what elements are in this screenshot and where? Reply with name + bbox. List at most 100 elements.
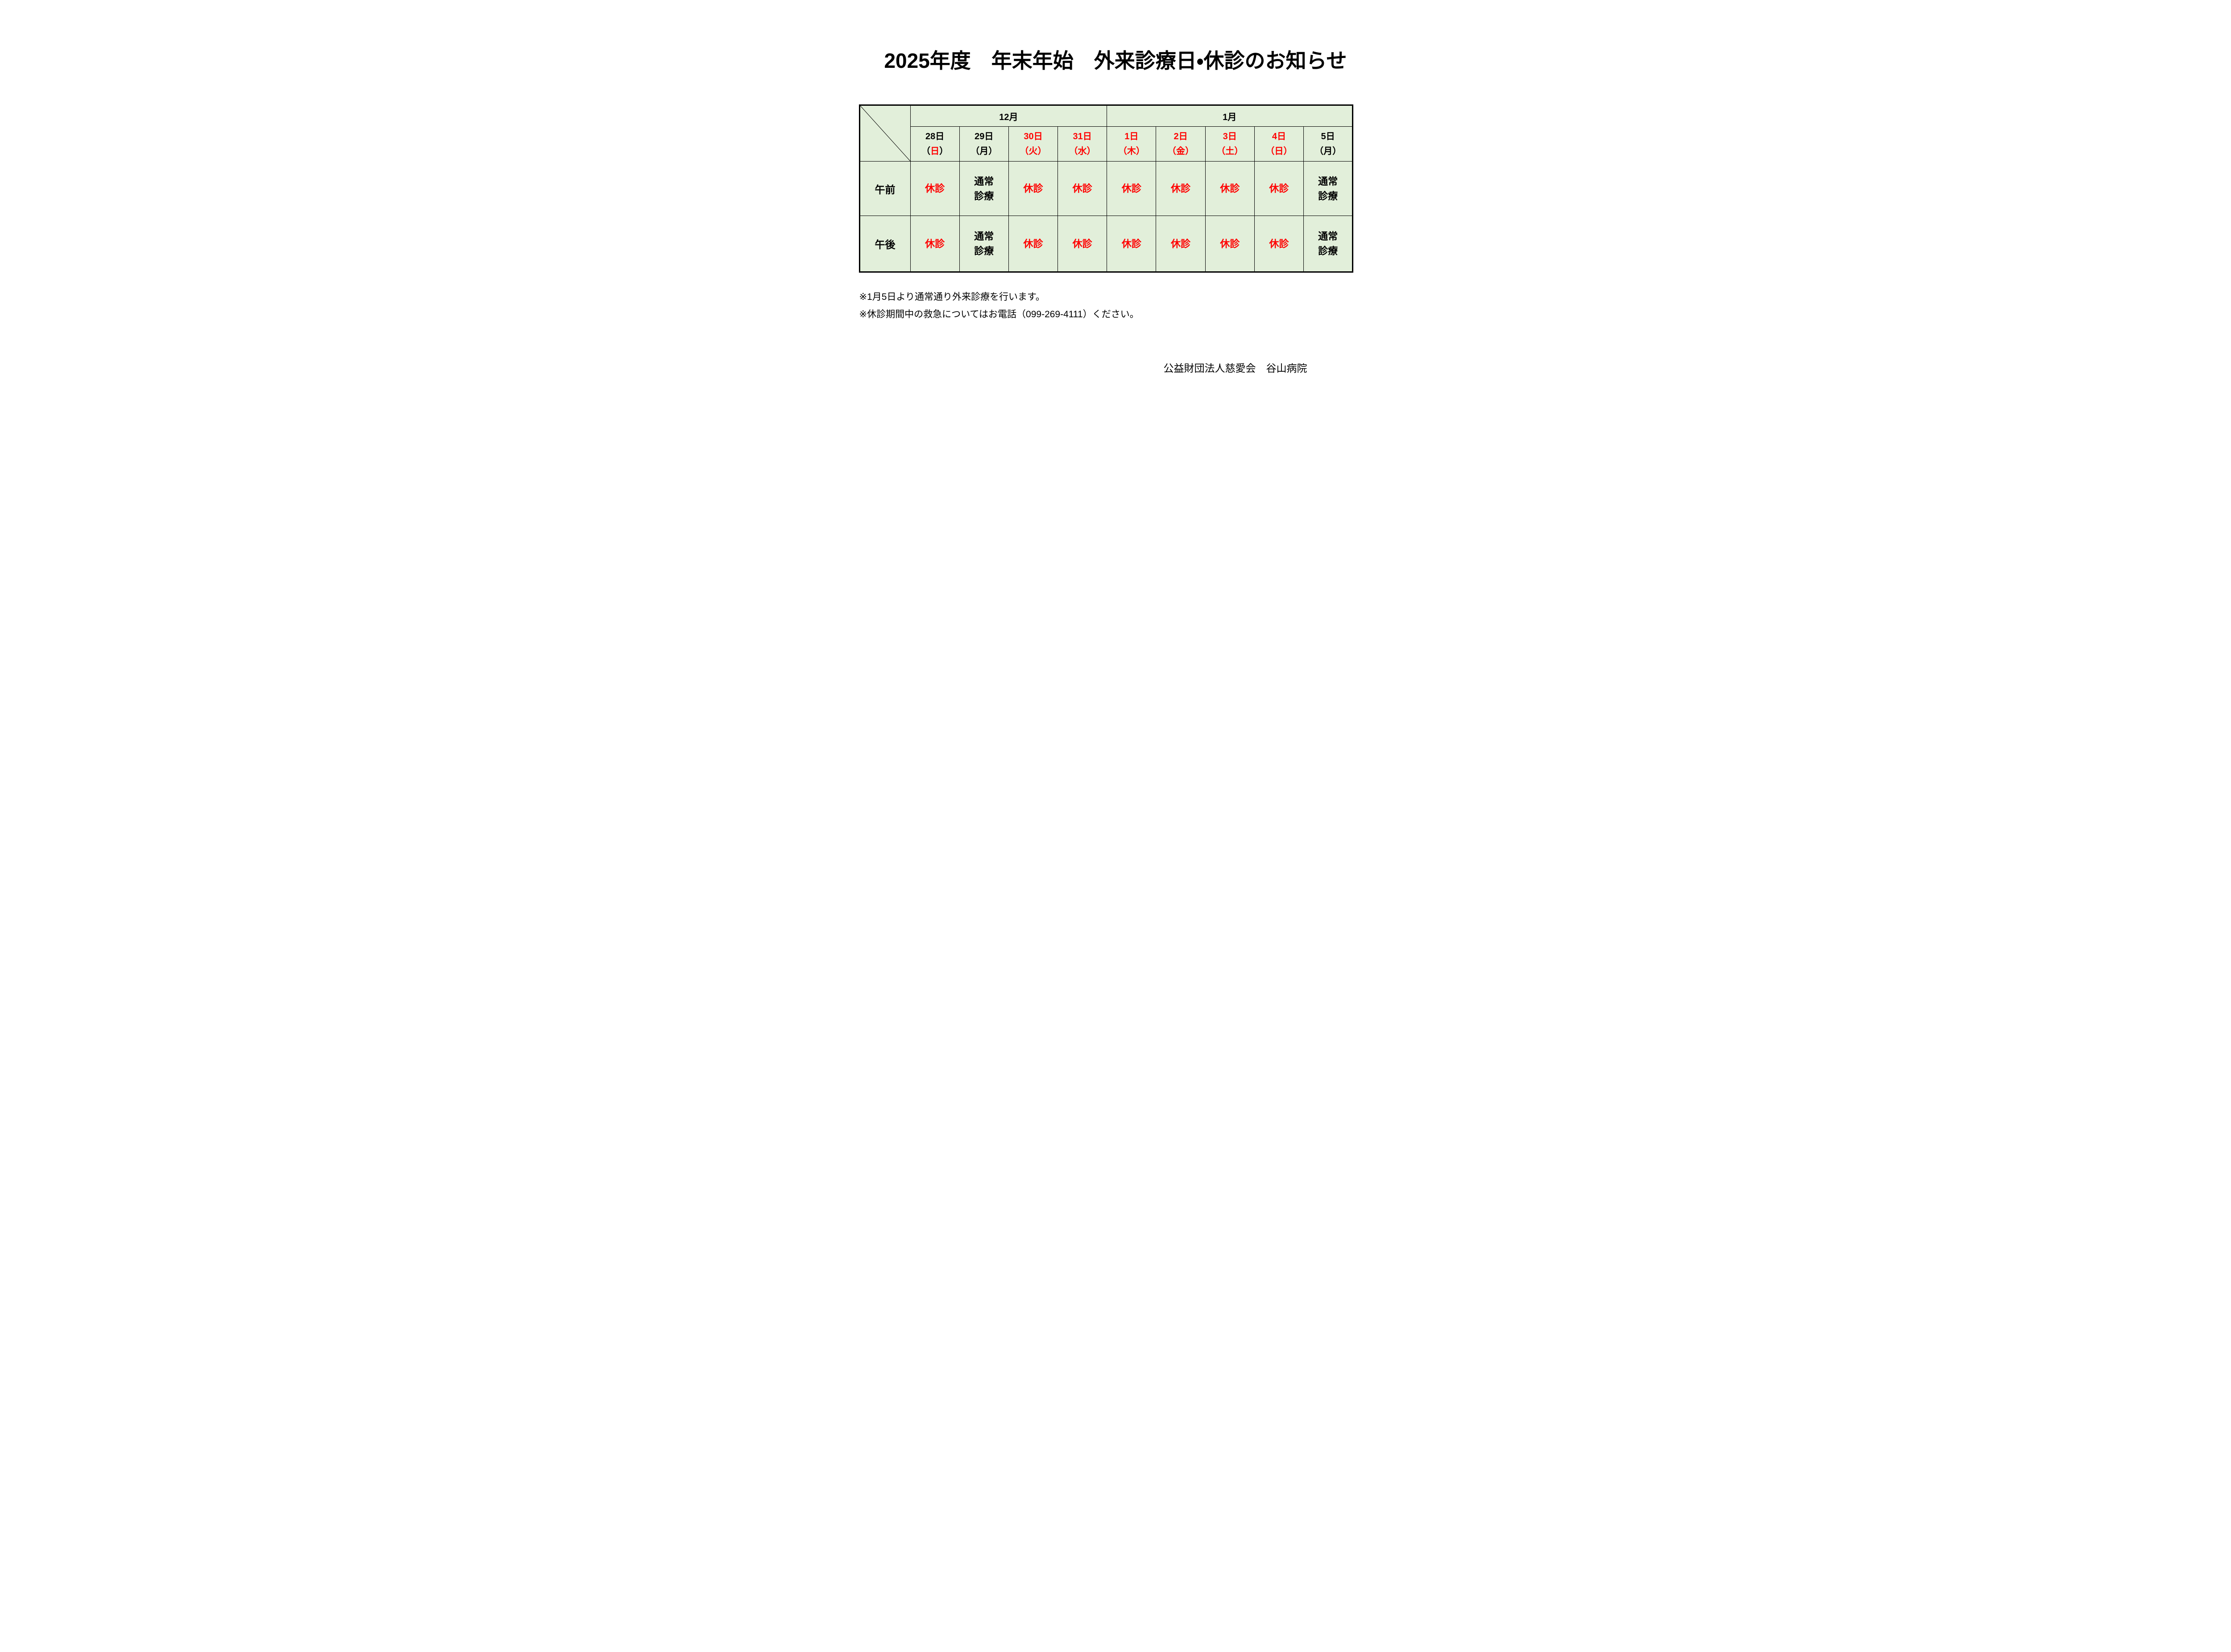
cell-am-dec29: 通常 診療: [959, 161, 1009, 216]
weekday-char: 日: [930, 146, 940, 156]
cell-text: 休診: [1023, 183, 1043, 194]
row-label-text: 午後: [875, 239, 896, 250]
date-header-dec30: 30日 （火）: [1008, 126, 1058, 162]
cell-text: 休診: [1072, 238, 1092, 249]
date-header-jan5: 5日 （月）: [1303, 126, 1353, 162]
row-label-morning: 午前: [859, 161, 911, 216]
paren-close: ）: [1136, 146, 1145, 156]
cell-am-jan1: 休診: [1107, 161, 1157, 216]
weekday-char: 土: [1225, 146, 1235, 156]
month-label: 12月: [999, 112, 1018, 122]
weekday-char: 月: [979, 146, 989, 156]
date-header-jan3: 3日 （土）: [1205, 126, 1255, 162]
paren-open: （: [970, 146, 980, 156]
paren-close: ）: [1086, 146, 1096, 156]
cell-pm-jan3: 休診: [1205, 216, 1255, 272]
note-normal-service: ※1月5日より通常通り外来診療を行います。: [859, 292, 1045, 302]
cell-am-dec30: 休診: [1008, 161, 1058, 216]
paren-open: （: [1216, 146, 1226, 156]
cell-text: 休診: [1269, 183, 1289, 194]
date-header-dec29: 29日 （月）: [959, 126, 1009, 162]
paren-open: （: [1315, 146, 1324, 156]
date-label: 31日: [1073, 131, 1092, 141]
weekday-char: 金: [1176, 146, 1186, 156]
weekday-char: 日: [1274, 146, 1284, 156]
cell-text: 休診: [1023, 238, 1043, 249]
weekday-char: 月: [1323, 146, 1333, 156]
row-label-text: 午前: [875, 183, 896, 195]
weekday-label: （火）: [1009, 144, 1057, 159]
schedule-table: 12月 1月 28日 （日） 29日 （月） 30日 （火）: [858, 104, 1354, 273]
cell-text: 診療: [1318, 245, 1338, 257]
cell-text: 診療: [1318, 190, 1338, 202]
cell-text: 通常: [974, 175, 994, 187]
cell-text: 休診: [925, 183, 945, 194]
cell-text: 休診: [925, 238, 945, 249]
diagonal-line: [860, 106, 910, 161]
paren-open: （: [1069, 146, 1078, 156]
paren-open: （: [1118, 146, 1127, 156]
weekday-label: （日）: [911, 144, 959, 159]
paren-open: （: [1265, 146, 1275, 156]
date-label: 1日: [1124, 131, 1139, 141]
date-label: 28日: [925, 131, 945, 141]
cell-am-jan2: 休診: [1156, 161, 1206, 216]
weekday-label: （金）: [1157, 144, 1205, 159]
cell-pm-dec29: 通常 診療: [959, 216, 1009, 272]
weekday-label: （土）: [1206, 144, 1254, 159]
cell-am-jan4: 休診: [1254, 161, 1304, 216]
cell-text: 休診: [1269, 238, 1289, 249]
cell-text: 通常: [1318, 231, 1338, 242]
notes-block: ※1月5日より通常通り外来診療を行います。 ※休診期間中の救急についてはお電話（…: [859, 288, 1139, 323]
weekday-label: （木）: [1107, 144, 1156, 159]
schedule-table-container: 12月 1月 28日 （日） 29日 （月） 30日 （火）: [858, 104, 1354, 273]
weekday-label: （水）: [1058, 144, 1107, 159]
cell-text: 休診: [1121, 183, 1141, 194]
cell-am-jan5: 通常 診療: [1303, 161, 1353, 216]
date-label: 2日: [1174, 131, 1188, 141]
paren-open: （: [1167, 146, 1177, 156]
cell-text: 診療: [974, 190, 994, 202]
cell-pm-dec30: 休診: [1008, 216, 1058, 272]
weekday-label: （月）: [1304, 144, 1352, 159]
date-label: 30日: [1024, 131, 1043, 141]
weekday-char: 木: [1127, 146, 1136, 156]
weekday-char: 火: [1028, 146, 1038, 156]
paren-close: ）: [1332, 146, 1342, 156]
paren-open: （: [1020, 146, 1029, 156]
paren-close: ）: [1037, 146, 1047, 156]
paren-close: ）: [1283, 146, 1293, 156]
paren-close: ）: [988, 146, 998, 156]
cell-am-dec31: 休診: [1057, 161, 1107, 216]
weekday-label: （日）: [1255, 144, 1303, 159]
cell-text: 休診: [1121, 238, 1141, 249]
month-header-december: 12月: [910, 105, 1107, 127]
corner-cell: [859, 105, 911, 162]
cell-text: 休診: [1220, 183, 1240, 194]
date-header-jan1: 1日 （木）: [1107, 126, 1157, 162]
date-header-jan2: 2日 （金）: [1156, 126, 1206, 162]
cell-pm-jan5: 通常 診療: [1303, 216, 1353, 272]
note-emergency-phone: ※休診期間中の救急についてはお電話（099-269-4111）ください。: [859, 309, 1139, 320]
cell-pm-dec28: 休診: [910, 216, 960, 272]
hospital-name: 公益財団法人慈愛会 谷山病院: [1163, 362, 1307, 374]
cell-am-dec28: 休診: [910, 161, 960, 216]
cell-text: 休診: [1171, 183, 1191, 194]
cell-text: 通常: [974, 231, 994, 242]
date-label: 4日: [1272, 131, 1286, 141]
month-label: 1月: [1223, 112, 1237, 122]
paren-close: ）: [939, 146, 949, 156]
paren-close: ）: [1185, 146, 1194, 156]
cell-text: 休診: [1072, 183, 1092, 194]
date-label: 3日: [1223, 131, 1237, 141]
cell-text: 診療: [974, 245, 994, 257]
date-label: 29日: [975, 131, 994, 141]
month-header-january: 1月: [1107, 105, 1353, 127]
cell-pm-jan4: 休診: [1254, 216, 1304, 272]
paren-close: ）: [1234, 146, 1244, 156]
cell-text: 休診: [1220, 238, 1240, 249]
cell-text: 通常: [1318, 175, 1338, 187]
date-header-jan4: 4日 （日）: [1254, 126, 1304, 162]
date-label: 5日: [1321, 131, 1335, 141]
cell-pm-dec31: 休診: [1057, 216, 1107, 272]
